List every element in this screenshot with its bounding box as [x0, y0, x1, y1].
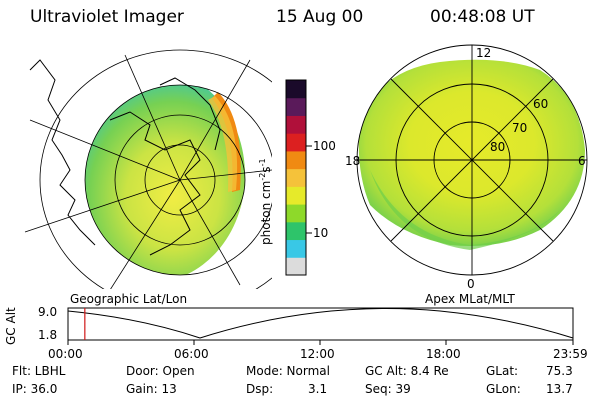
colorbar-segment [286, 257, 306, 276]
magnetic-polar-map [356, 44, 588, 276]
colorbar [286, 80, 306, 276]
lat-circle-4 [39, 49, 272, 289]
lat-circle-1 [144, 144, 216, 216]
time-label: 00:48:08 UT [430, 7, 535, 27]
instrument-title: Ultraviolet Imager [30, 7, 184, 27]
colorbar-segment [286, 150, 306, 170]
mlat-label-80: 80 [490, 140, 506, 154]
colorbar-frame [285, 79, 307, 276]
info-mode: Mode: Normal [246, 364, 330, 378]
mlt-label-18: 18 [345, 154, 361, 168]
right-aurora-nightside [370, 170, 560, 250]
colorbar-segment [286, 186, 306, 205]
lon-line-2 [29, 119, 181, 181]
info-gc-alt: GC Alt: 8.4 Re [365, 364, 449, 378]
mlt-label-6: 6 [578, 154, 586, 168]
altitude-curve [67, 308, 574, 339]
geographic-caption: Geographic Lat/Lon [70, 292, 188, 306]
info-ip: IP: 36.0 [12, 382, 58, 396]
lon-line-4 [110, 179, 181, 289]
xtick-0000: 00:00 [48, 347, 83, 361]
colorbar-segment [286, 80, 306, 99]
altitude-strip [67, 307, 574, 345]
colorbar-label-100: 100 [313, 139, 336, 153]
colorbar-segment [286, 168, 306, 187]
lat-circle-2 [114, 114, 246, 246]
altitude-ytick-9: 9.0 [38, 305, 58, 319]
xtick-2359: 23:59 [553, 347, 588, 361]
coastline [29, 59, 221, 256]
altitude-frame [67, 307, 574, 341]
lon-line-5 [179, 179, 241, 286]
xtick-1200: 12:00 [300, 347, 335, 361]
colorbar-segment [286, 115, 306, 134]
colorbar-segment [286, 221, 306, 241]
info-glat-value: 75.3 [546, 364, 573, 378]
info-glon-value: 13.7 [546, 382, 573, 396]
info-glat-label: GLat: [486, 364, 519, 378]
info-seq: Seq: 39 [365, 382, 411, 396]
info-gain: Gain: 13 [126, 382, 177, 396]
info-dsp-value: 3.1 [308, 382, 328, 396]
lon-line-1 [124, 54, 181, 181]
info-dsp-label: Dsp: [246, 382, 274, 396]
mlat-label-60: 60 [533, 97, 549, 111]
geographic-map [24, 49, 272, 289]
colorbar-segment [286, 97, 306, 116]
lat-circle-3 [84, 84, 272, 276]
colorbar-segment [286, 239, 306, 258]
date-label: 15 Aug 00 [276, 7, 364, 27]
apex-caption: Apex MLat/MLT [425, 292, 515, 306]
xtick-0600: 06:00 [174, 347, 209, 361]
mlt-label-0: 0 [467, 277, 475, 291]
lon-line-6 [179, 169, 272, 181]
colorbar-unit: photon cm-2s-1 [258, 158, 273, 245]
left-aurora-edge [208, 96, 238, 192]
lon-line-7 [179, 59, 251, 181]
info-filter: Flt: LBHL [12, 364, 66, 378]
info-glon-label: GLon: [486, 382, 521, 396]
colorbar-segment [286, 133, 306, 152]
altitude-ytick-1-8: 1.8 [38, 328, 58, 342]
info-door: Door: Open [126, 364, 195, 378]
colorbar-segment [286, 204, 306, 223]
mlat-label-70: 70 [512, 121, 528, 135]
lon-line-3 [24, 179, 181, 233]
altitude-axis-label: GC Alt [4, 307, 18, 345]
mlt-label-12: 12 [476, 46, 492, 60]
xtick-1800: 18:00 [426, 347, 461, 361]
mlt-line-diag-2 [390, 78, 554, 242]
colorbar-label-10: 10 [313, 226, 329, 240]
